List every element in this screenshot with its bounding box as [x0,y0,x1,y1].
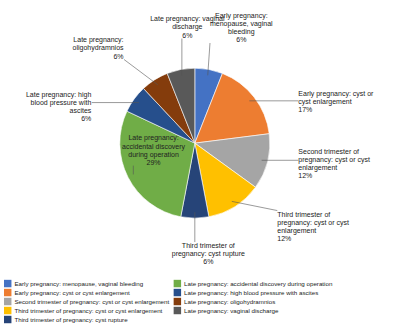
legend-item: Late pregnancy: accidental discovery dur… [174,280,333,288]
legend-swatch [4,307,11,314]
data-label: Second trimester ofpregnancy: cyst or cy… [298,148,370,179]
data-label: Late pregnancy:accidental discoverydurin… [122,134,186,165]
leader-line [181,39,182,76]
legend-label: Late pregnancy: high blood pressure with… [184,289,318,296]
data-label: Third trimester ofpregnancy: cyst ruptur… [172,242,245,265]
legend-item: Early pregnancy: menopause, vaginal blee… [4,280,144,288]
leader-line [194,212,195,242]
data-label: Late pregnancy:oligohydramnios6% [73,36,124,59]
legend-item: Third trimester of pregnancy: cyst ruptu… [4,316,128,324]
data-label: Early pregnancy: cyst orcyst enlargement… [298,90,374,113]
legend-label: Early pregnancy: menopause, vaginal blee… [14,280,143,287]
legend-swatch [4,316,11,323]
data-label: Late pregnancy: vaginaldischarge6% [150,15,225,38]
legend-label: Late pregnancy: accidental discovery dur… [184,280,333,287]
leader-line [232,201,278,210]
data-label: Late pregnancy: highblood pressure witha… [26,91,92,122]
legend-item: Late pregnancy: high blood pressure with… [174,289,319,297]
legend-swatch [174,298,181,305]
legend-label: Second trimester of pregnancy: cyst or c… [14,298,169,305]
leader-line [92,102,139,103]
legend-item: Late pregnancy: oligohydramnios [174,298,276,306]
legend: Early pregnancy: menopause, vaginal blee… [4,280,333,324]
leader-line [124,60,158,85]
slices [120,68,270,218]
leader-lines [92,39,299,243]
legend-label: Third trimester of pregnancy: cyst ruptu… [14,316,128,323]
legend-swatch [174,280,181,287]
legend-label: Late pregnancy: oligohydramnios [184,298,275,305]
legend-label: Late pregnancy: vaginal discharge [184,307,279,314]
legend-swatch [174,289,181,296]
legend-swatch [4,289,11,296]
leader-line [249,100,298,101]
leader-line [133,166,134,175]
leader-line [262,160,299,161]
data-label: Third trimester ofpregnancy: cyst or cys… [277,211,349,242]
leader-line [208,43,210,75]
legend-item: Third trimester of pregnancy: cyst or cy… [4,307,163,315]
legend-label: Early pregnancy: cyst or cyst enlargemen… [14,289,129,296]
legend-label: Third trimester of pregnancy: cyst or cy… [14,307,162,314]
pie: Early pregnancy:menopause, vaginalbleedi… [26,12,374,265]
legend-item: Early pregnancy: cyst or cyst enlargemen… [4,289,130,297]
legend-item: Late pregnancy: vaginal discharge [174,307,279,315]
data-labels: Early pregnancy:menopause, vaginalbleedi… [26,12,374,265]
legend-swatch [4,298,11,305]
legend-item: Second trimester of pregnancy: cyst or c… [4,298,169,306]
slice [167,68,195,143]
chart: Early pregnancy: menopause, vaginal blee… [0,0,400,328]
legend-swatch [4,280,11,287]
legend-swatch [174,307,181,314]
slice [195,73,269,143]
